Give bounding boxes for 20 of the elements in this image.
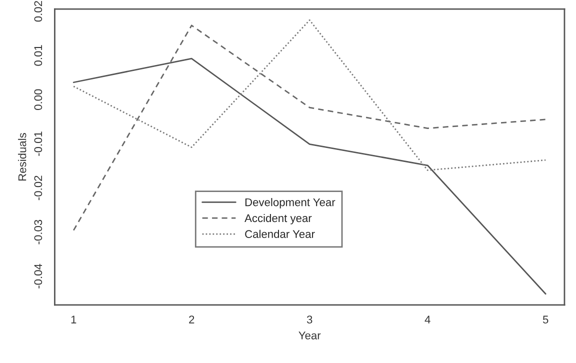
y-tick-label: 0.02 [34, 1, 42, 22]
x-tick-label: 2 [189, 316, 194, 324]
legend-label: Calendar Year [245, 230, 315, 238]
y-tick-label: -0.02 [34, 176, 42, 200]
y-tick-label: -0.04 [34, 264, 42, 288]
legend-label: Development Year [245, 198, 336, 208]
x-tick-label: 5 [542, 316, 548, 324]
line-series [72, 58, 546, 295]
y-tick-label: -0.01 [34, 132, 42, 156]
legend-label: Accident year [244, 214, 312, 224]
x-tick-label: 3 [306, 316, 312, 324]
line-series [72, 19, 546, 171]
y-tick-label: 0.00 [34, 89, 42, 110]
y-tick-label: -0.03 [34, 220, 42, 244]
x-axis-title: Year [298, 332, 321, 340]
line-series [72, 24, 546, 231]
y-axis-title: Residuals [18, 133, 26, 180]
y-tick-label: 0.01 [34, 45, 42, 66]
x-tick-label: 1 [71, 316, 76, 324]
x-tick-label: 4 [424, 316, 430, 324]
